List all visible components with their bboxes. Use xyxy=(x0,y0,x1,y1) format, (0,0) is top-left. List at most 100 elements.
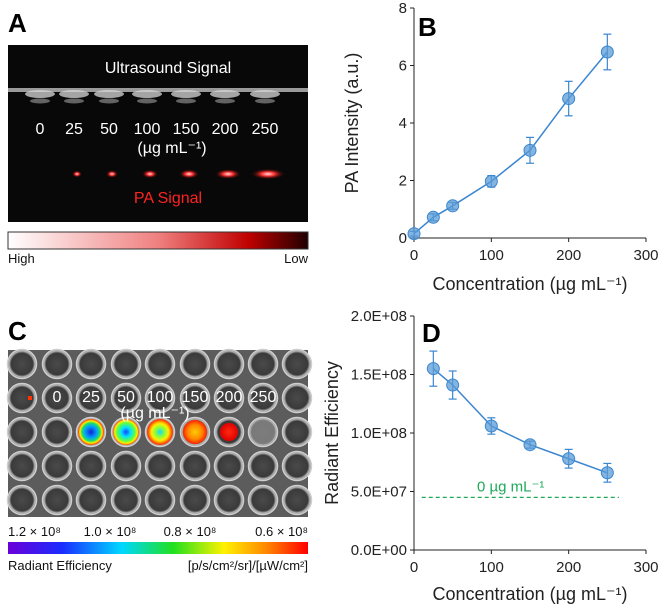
plate-well xyxy=(110,348,142,380)
colorbar-units-label: [p/s/cm²/sr]/[µW/cm²] xyxy=(188,558,308,573)
ultrasound-lane-echo xyxy=(64,98,84,104)
panel-a-concentration-label: 50 xyxy=(100,121,118,138)
panel-a-concentration-label: 0 xyxy=(36,121,45,138)
ultrasound-lane-echo xyxy=(255,98,275,104)
colorbar-high-label: High xyxy=(8,251,35,266)
plate-well xyxy=(41,450,73,482)
plate-well xyxy=(6,416,38,448)
x-tick-label: 200 xyxy=(556,559,581,576)
colorbar-low-label: Low xyxy=(284,251,308,266)
fluorescence-well-signal xyxy=(220,423,238,441)
panel-a-concentration-label: 150 xyxy=(173,121,200,138)
fluorescence-scale-tick: 1.2 × 10⁸ xyxy=(8,524,61,539)
y-tick-label: 6 xyxy=(399,58,407,75)
plate-well xyxy=(179,450,211,482)
panel-c-unit-label: (µg mL⁻¹) xyxy=(120,405,189,422)
plate-well xyxy=(281,450,313,482)
pa-signal-spot xyxy=(142,169,158,179)
stray-signal-dot xyxy=(28,396,32,400)
y-tick-label: 0.0E+00 xyxy=(351,542,407,559)
plate-well xyxy=(41,382,73,414)
data-point xyxy=(562,92,576,106)
data-point xyxy=(484,174,498,188)
fluorescence-well-signal xyxy=(78,419,104,445)
panel-c-concentration-label: 150 xyxy=(182,389,209,406)
panel-a-unit-label: (µg mL⁻¹) xyxy=(137,140,206,157)
data-point xyxy=(426,362,440,376)
chart-b-x-label: Concentration (µg mL⁻¹) xyxy=(433,274,628,294)
panel-d-letter: D xyxy=(422,318,441,348)
ultrasound-lane-echo xyxy=(30,98,50,104)
series-line xyxy=(432,368,608,474)
pa-signal-spots xyxy=(72,168,285,180)
plate-well xyxy=(247,450,279,482)
fluorescence-well-dim xyxy=(251,420,275,444)
plate-well xyxy=(247,382,279,414)
panel-c: C 0 25 50 100 150 200 250 (µg mL⁻¹) 1.2 × 10⁸ 1… xyxy=(6,316,313,573)
pa-signal-spot xyxy=(251,168,285,180)
fluorescence-colorbar xyxy=(8,542,308,554)
y-tick-label: 2.0E+08 xyxy=(351,308,407,325)
data-point xyxy=(600,45,614,59)
chart-d-y-label: Radiant Efficiency xyxy=(322,361,342,505)
pa-signal-spot xyxy=(215,169,241,179)
plate-well xyxy=(144,450,176,482)
data-point xyxy=(523,438,537,452)
reference-line-label: 0 µg mL⁻¹ xyxy=(477,478,544,495)
ultrasound-lane-reflection xyxy=(25,90,55,98)
ultrasound-lane-echo xyxy=(176,98,196,104)
panel-c-concentration-label: 100 xyxy=(147,389,174,406)
data-point xyxy=(446,378,460,392)
panel-c-concentration-label: 250 xyxy=(250,389,277,406)
x-tick-label: 0 xyxy=(410,247,418,264)
plate-well xyxy=(281,416,313,448)
data-point xyxy=(407,227,421,241)
ultrasound-signal-label: Ultrasound Signal xyxy=(105,60,231,77)
chart-b: B PA Intensity (a.u.) Concentration (µg … xyxy=(342,0,659,294)
panel-a-concentration-label: 200 xyxy=(212,121,239,138)
ultrasound-lane-reflection xyxy=(171,90,201,98)
plate-well xyxy=(213,382,245,414)
radiant-efficiency-colorbar-label: Radiant Efficiency xyxy=(8,558,112,573)
plate-well xyxy=(179,484,211,516)
data-point xyxy=(446,199,460,213)
plate-well xyxy=(75,450,107,482)
y-tick-label: 5.0E+07 xyxy=(351,484,407,501)
ultrasound-lane-reflection xyxy=(59,90,89,98)
panel-c-concentration-label: 0 xyxy=(53,389,62,406)
plate-well xyxy=(281,382,313,414)
plate-well xyxy=(213,484,245,516)
panel-c-concentration-label: 50 xyxy=(117,389,135,406)
fluorescence-well-signal xyxy=(147,419,173,445)
plate-well xyxy=(75,348,107,380)
panel-c-concentration-label: 25 xyxy=(82,389,100,406)
plate-well xyxy=(247,484,279,516)
plate-well xyxy=(213,348,245,380)
panel-a-concentration-label: 100 xyxy=(134,121,161,138)
panel-a-concentration-labels: 0 25 50 100 150 200 250 xyxy=(36,121,279,138)
x-tick-label: 100 xyxy=(479,559,504,576)
plate-well xyxy=(179,348,211,380)
chart-d-x-label: Concentration (µg mL⁻¹) xyxy=(433,584,628,604)
ultrasound-bands xyxy=(8,88,308,104)
panel-c-letter: C xyxy=(8,316,27,346)
chart-b-y-label: PA Intensity (a.u.) xyxy=(342,53,362,194)
fluorescence-scale-tick: 0.8 × 10⁸ xyxy=(164,524,217,539)
y-tick-label: 0 xyxy=(399,230,407,247)
plate-well xyxy=(144,348,176,380)
plate-well xyxy=(6,382,38,414)
panel-c-concentration-labels: 0 25 50 100 150 200 250 xyxy=(53,389,277,406)
ultrasound-lane-reflection xyxy=(132,90,162,98)
fluorescence-scale-tick: 1.0 × 10⁸ xyxy=(84,524,137,539)
plate-well xyxy=(144,484,176,516)
x-tick-label: 300 xyxy=(633,559,658,576)
pa-ultrasound-image xyxy=(8,45,308,222)
fluorescence-scale-tick: 0.6 × 10⁸ xyxy=(255,524,308,539)
ultrasound-lane-reflection xyxy=(94,90,124,98)
y-tick-label: 4 xyxy=(399,115,407,132)
panel-b-letter: B xyxy=(418,12,437,42)
plate-well xyxy=(41,484,73,516)
plate-well xyxy=(213,450,245,482)
x-tick-label: 100 xyxy=(479,247,504,264)
